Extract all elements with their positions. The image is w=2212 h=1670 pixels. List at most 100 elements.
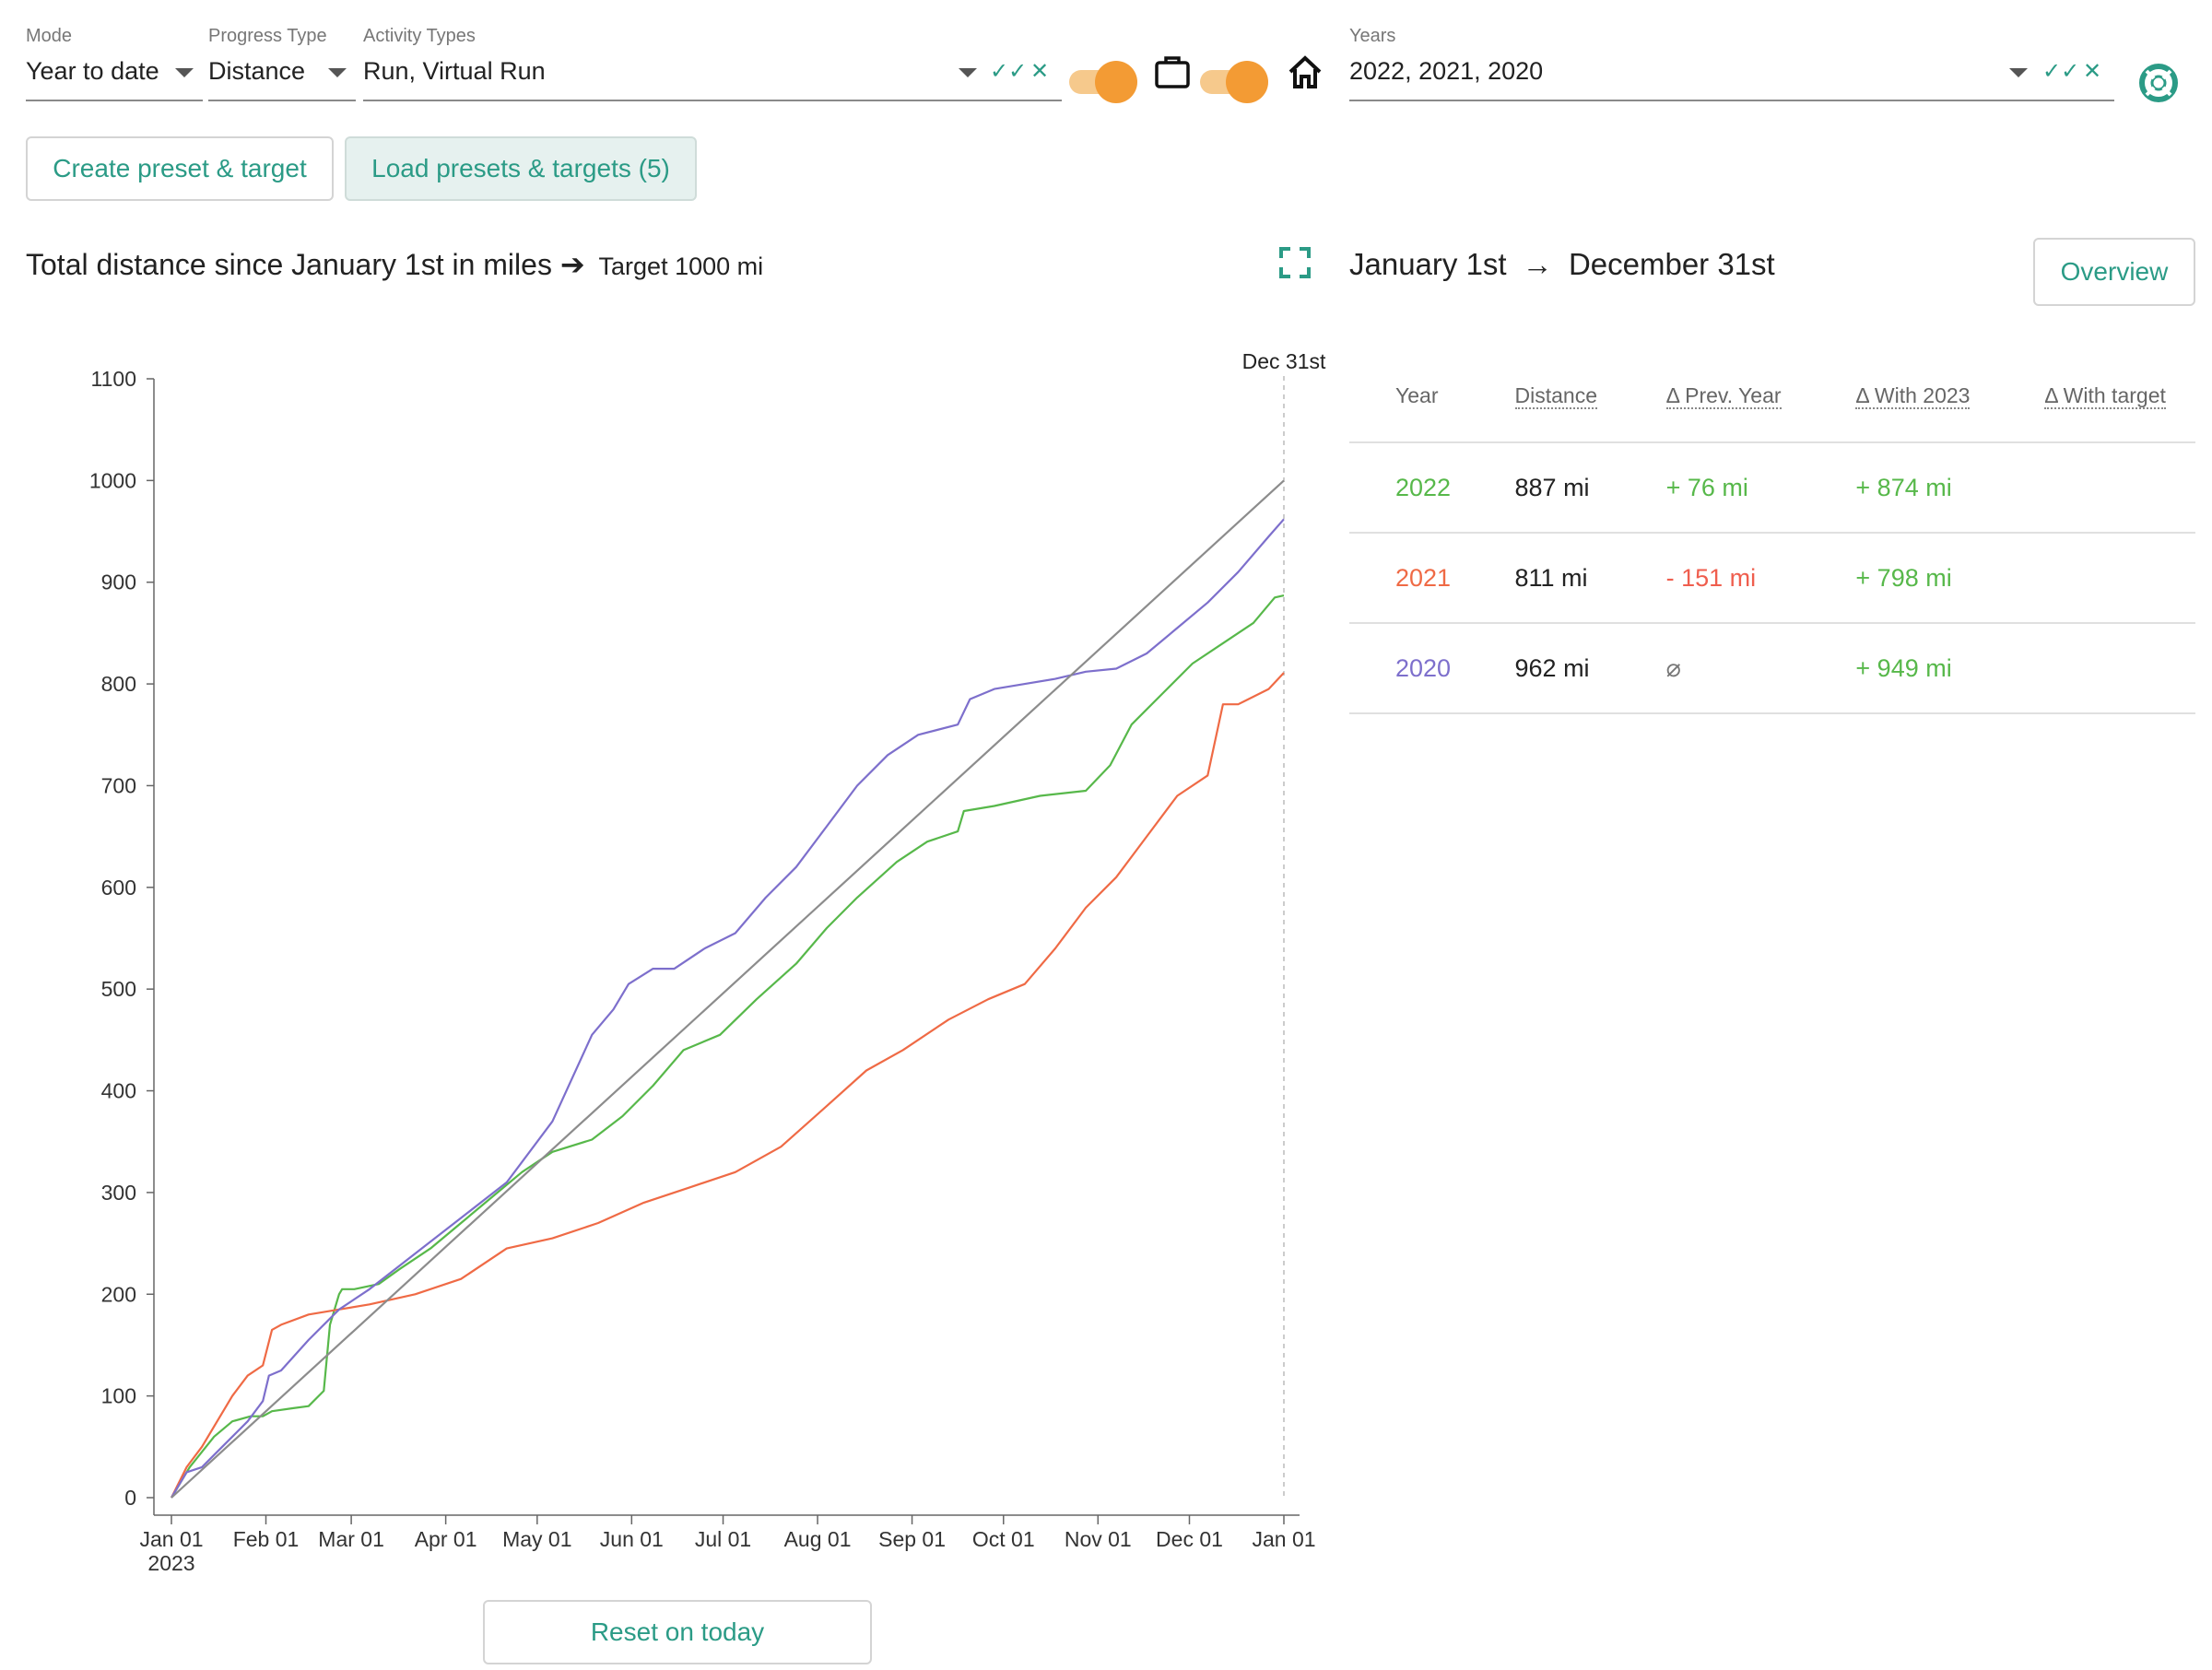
y-tick-label: 600 — [101, 876, 136, 900]
x-tick-label: Oct 01 — [972, 1527, 1035, 1551]
y-tick-label: 1000 — [89, 468, 136, 492]
chevron-down-icon — [328, 68, 347, 77]
series-line-2022 — [171, 594, 1285, 1499]
chart-axes: 0 100 200 300 400 500 600 700 800 900 1000 1100 Jan … — [89, 349, 1326, 1575]
row-prev-year: - 151 mi — [1619, 533, 1810, 624]
header-with-target: Δ With target — [1998, 350, 2195, 443]
x-tick-label: Sep 01 — [878, 1527, 946, 1551]
range-end: December 31st — [1568, 247, 1775, 281]
x-tick-label: Mar 01 — [318, 1527, 384, 1551]
home-toggle[interactable] — [1200, 59, 1274, 105]
select-all-icon[interactable]: ✓✓ — [2042, 59, 2080, 84]
select-all-icon[interactable]: ✓✓ — [990, 59, 1028, 84]
x-tick-label: Dec 01 — [1156, 1527, 1223, 1551]
clear-icon[interactable]: ✕ — [2083, 59, 2102, 84]
x-year-label: 2023 — [147, 1551, 194, 1575]
years-select[interactable]: Years 2022, 2021, 2020 ✓✓ ✕ — [1349, 26, 2114, 101]
distance-chart: 0 100 200 300 400 500 600 700 800 900 1000 1100 Jan … — [89, 349, 1326, 1575]
years-value: 2022, 2021, 2020 — [1349, 57, 1544, 85]
y-tick-label: 300 — [101, 1181, 136, 1205]
year-stats-table: Year Distance Δ Prev. Year Δ With 2023 Δ… — [1349, 350, 2195, 714]
chart-title: Total distance since January 1st in mile… — [26, 247, 763, 282]
home-icon — [1288, 55, 1322, 88]
y-tick-label: 900 — [101, 570, 136, 594]
help-lifebuoy-icon[interactable] — [2138, 63, 2179, 103]
activity-types-label: Activity Types — [363, 26, 476, 46]
chart-series — [171, 479, 1285, 1499]
row-distance: 811 mi — [1468, 533, 1620, 624]
chevron-down-icon — [175, 68, 194, 77]
create-preset-button[interactable]: Create preset & target — [26, 136, 334, 201]
series-line-2021 — [171, 672, 1285, 1499]
y-tick-label: 800 — [101, 672, 136, 696]
y-tick-label: 500 — [101, 977, 136, 1001]
home-toggle-knob — [1226, 61, 1268, 103]
activity-types-value: Run, Virtual Run — [363, 57, 546, 85]
row-year: 2022 — [1349, 442, 1469, 534]
end-date-label: Dec 31st — [1242, 349, 1326, 373]
row-with-target — [1998, 533, 2195, 624]
progress-type-underline — [208, 100, 356, 101]
series-line-target-1000-mi — [171, 479, 1285, 1499]
x-tick-label: Feb 01 — [233, 1527, 300, 1551]
activity-types-select[interactable]: Activity Types Run, Virtual Run ✓✓ ✕ — [363, 26, 1062, 101]
date-range-title: January 1st → December 31st — [1349, 247, 1775, 282]
fullscreen-icon[interactable] — [1279, 247, 1311, 278]
progress-type-select[interactable]: Progress Type Distance — [208, 26, 356, 101]
series-line-2020 — [171, 518, 1285, 1499]
row-with-2023: + 798 mi — [1809, 533, 1999, 624]
table-row: 2022 887 mi + 76 mi + 874 mi — [1349, 442, 2195, 534]
table-row: 2021 811 mi - 151 mi + 798 mi — [1349, 533, 2195, 624]
activity-types-underline — [363, 100, 1062, 101]
table-row: 2020 962 mi ⌀ + 949 mi — [1349, 623, 2195, 714]
commute-toggle[interactable] — [1069, 59, 1143, 105]
overview-button[interactable]: Overview — [2033, 238, 2195, 306]
range-start: January 1st — [1349, 247, 1507, 281]
x-tick-label: Apr 01 — [415, 1527, 477, 1551]
table-header-row: Year Distance Δ Prev. Year Δ With 2023 Δ… — [1349, 350, 2195, 443]
chevron-down-icon[interactable] — [959, 68, 977, 77]
briefcase-icon — [1155, 56, 1190, 88]
header-distance: Distance — [1468, 350, 1620, 443]
progress-type-value: Distance — [208, 57, 306, 85]
years-underline — [1349, 100, 2114, 101]
row-with-2023: + 949 mi — [1809, 623, 1999, 714]
reset-today-button[interactable]: Reset on today — [483, 1600, 872, 1664]
x-tick-label: Jan 01 — [139, 1527, 203, 1551]
row-year: 2021 — [1349, 533, 1469, 624]
x-tick-label: Jan 01 — [1252, 1527, 1315, 1551]
progress-type-label: Progress Type — [208, 26, 327, 46]
x-tick-label: Nov 01 — [1065, 1527, 1132, 1551]
mode-label: Mode — [26, 26, 73, 46]
chart-title-text: Total distance since January 1st in mile… — [26, 248, 552, 281]
mode-value: Year to date — [26, 57, 159, 85]
x-tick-label: May 01 — [502, 1527, 571, 1551]
row-distance: 887 mi — [1468, 442, 1620, 534]
y-tick-label: 700 — [101, 773, 136, 797]
y-tick-label: 0 — [124, 1486, 136, 1510]
years-label: Years — [1349, 26, 1396, 46]
y-tick-label: 100 — [101, 1384, 136, 1408]
row-distance: 962 mi — [1468, 623, 1620, 714]
row-prev-year: + 76 mi — [1619, 442, 1810, 534]
mode-underline — [26, 100, 203, 101]
y-tick-label: 1100 — [91, 367, 136, 391]
y-tick-label: 400 — [101, 1079, 136, 1103]
row-year: 2020 — [1349, 623, 1469, 714]
row-prev-year: ⌀ — [1619, 623, 1810, 714]
commute-toggle-knob — [1095, 61, 1137, 103]
load-presets-button[interactable]: Load presets & targets (5) — [345, 136, 697, 201]
header-with-2023: Δ With 2023 — [1809, 350, 1999, 443]
header-prev-year: Δ Prev. Year — [1619, 350, 1810, 443]
x-tick-label: Jun 01 — [600, 1527, 664, 1551]
y-tick-label: 200 — [101, 1282, 136, 1306]
chevron-down-icon[interactable] — [2009, 68, 2028, 77]
clear-icon[interactable]: ✕ — [1030, 59, 1050, 84]
row-with-target — [1998, 623, 2195, 714]
header-year: Year — [1349, 350, 1469, 443]
row-with-2023: + 874 mi — [1809, 442, 1999, 534]
x-tick-label: Aug 01 — [784, 1527, 852, 1551]
chart-target: Target 1000 mi — [598, 253, 764, 280]
x-tick-label: Jul 01 — [695, 1527, 751, 1551]
mode-select[interactable]: Mode Year to date — [26, 26, 203, 101]
